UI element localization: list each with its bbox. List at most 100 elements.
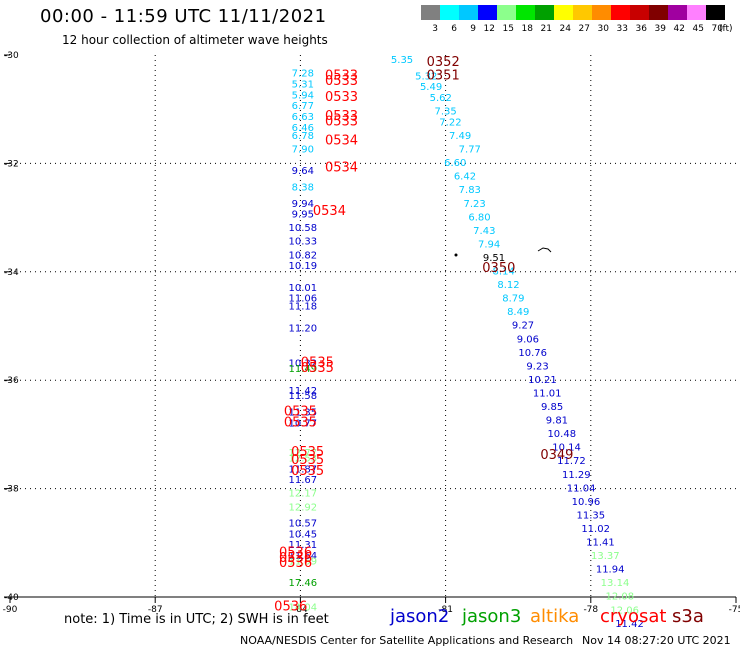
scale-label: 21 [541, 24, 552, 34]
wave-height-label: 11.35 [288, 407, 317, 418]
scale-label: 3 [432, 24, 438, 34]
wave-height-label: 10.77 [288, 418, 317, 429]
scale-swatch [668, 5, 687, 20]
pass-time-label: 0536 [279, 545, 312, 560]
wave-height-label: 10.33 [288, 237, 317, 248]
wave-height-label: 7.94 [478, 239, 500, 250]
pass-time-label: 0535 [284, 415, 317, 430]
pass-time-label: 0536 [274, 600, 307, 615]
wave-height-label: 6.77 [292, 101, 314, 112]
wave-height-label: 7.49 [449, 131, 471, 142]
scale-label: 12 [484, 24, 495, 34]
pass-time-label: 0535 [301, 361, 334, 376]
wave-height-label: 8.14 [493, 267, 515, 278]
pass-time-label: 0536 [279, 556, 312, 571]
legend-jason2: jason2 [390, 606, 450, 627]
pass-time-label: 0351 [427, 68, 460, 83]
wave-height-label: 5.49 [420, 82, 442, 93]
x-tick-label: -90 [3, 605, 18, 615]
wave-height-label: 11.94 [596, 565, 625, 576]
wave-height-label: 6.63 [292, 112, 314, 123]
scale-label: 36 [636, 24, 648, 34]
wave-height-label: 9.27 [512, 321, 534, 332]
chart-subtitle: 12 hour collection of altimeter wave hei… [62, 33, 328, 47]
wave-height-label: 10.21 [528, 375, 557, 386]
scale-label: 33 [617, 24, 628, 34]
wave-height-label: 11.42 [288, 386, 317, 397]
wave-height-label: 8.12 [497, 280, 519, 291]
x-tick-label: -81 [438, 605, 453, 615]
wave-height-label: 10.32 [288, 359, 317, 370]
scale-swatch [592, 5, 611, 20]
wave-height-label: 12.77 [288, 448, 317, 459]
wave-height-label: 9.64 [292, 166, 314, 177]
pass-time-label: 0536 [279, 551, 312, 566]
wave-height-label: 14.04 [288, 603, 317, 614]
legend-s3a: s3a [672, 606, 704, 627]
scale-swatch [706, 5, 725, 20]
pass-time-label: 0534 [325, 133, 358, 148]
scale-label: 45 [693, 24, 704, 34]
wave-height-label: 11.72 [557, 456, 586, 467]
x-tick-label: -78 [583, 605, 598, 615]
wave-height-label: 12.92 [288, 502, 317, 513]
wave-height-label: 13.37 [591, 551, 620, 562]
scale-swatch [649, 5, 668, 20]
wave-height-label: 7.23 [464, 199, 486, 210]
wave-height-label: 10.58 [288, 223, 317, 234]
scale-swatch [516, 5, 535, 20]
wave-height-label: 11.31 [288, 540, 317, 551]
pass-time-label: 0533 [325, 114, 358, 129]
wave-height-label: 6.42 [454, 172, 476, 183]
wave-height-label: 12.08 [606, 592, 635, 603]
scale-swatch [421, 5, 440, 20]
pass-time-label: 0534 [313, 204, 346, 219]
scale-label: 42 [674, 24, 685, 34]
wave-height-label: 8.49 [507, 307, 529, 318]
wave-height-label: 11.01 [533, 388, 562, 399]
wave-height-label: 11.41 [586, 538, 615, 549]
scale-swatch [630, 5, 649, 20]
wave-height-label: 5.32 [415, 71, 437, 82]
wave-height-label: 11.87 [288, 464, 317, 475]
wave-height-label: 8.79 [502, 294, 524, 305]
wave-height-label: 11.67 [288, 475, 317, 486]
scale-swatch [459, 5, 478, 20]
scale-label: 24 [560, 24, 572, 34]
wave-height-label: 5.94 [292, 90, 314, 101]
scale-swatch [554, 5, 573, 20]
scale-swatch [497, 5, 516, 20]
scale-label: 15 [503, 24, 514, 34]
pass-time-label: 0352 [427, 55, 460, 70]
wave-height-label: 11.02 [581, 524, 610, 535]
x-tick-label: -87 [148, 605, 163, 615]
wave-height-label: 7.90 [292, 145, 314, 156]
wave-height-label: 9.51 [483, 253, 505, 264]
wave-height-label: 9.06 [517, 334, 539, 345]
scale-swatch [687, 5, 706, 20]
wave-height-label: 7.43 [473, 226, 495, 237]
wave-height-label: 10.19 [288, 261, 317, 272]
wave-height-label: 10.82 [288, 250, 317, 261]
legend-altika: altika [530, 606, 580, 627]
pass-time-label: 0535 [291, 464, 324, 479]
wave-height-label: 10.48 [547, 429, 576, 440]
scale-swatch [573, 5, 592, 20]
wave-height-label: 10.45 [288, 529, 317, 540]
y-tick-label: -34 [4, 268, 19, 278]
wave-height-label: 5.35 [391, 55, 413, 66]
pass-time-label: 0533 [325, 90, 358, 105]
wave-height-label: 11.20 [288, 323, 317, 334]
scale-label: 18 [522, 24, 534, 34]
pass-time-label: 0533 [325, 109, 358, 124]
wave-height-label: 9.23 [526, 361, 548, 372]
pass-time-label: 0535 [291, 445, 324, 460]
color-scale: 3 6 9 12 15 18 21 24 27 30 33 36 39 42 45 70(ft) [421, 5, 733, 34]
scale-swatch [440, 5, 459, 20]
wave-height-label: 6.78 [292, 131, 314, 142]
pass-time-label: 0535 [291, 453, 324, 468]
legend-jason3: jason3 [462, 606, 522, 627]
chart-title: 00:00 - 11:59 UTC 11/11/2021 [40, 6, 327, 27]
wave-height-label: 9.85 [541, 402, 563, 413]
wave-height-label: 6.46 [292, 123, 314, 134]
